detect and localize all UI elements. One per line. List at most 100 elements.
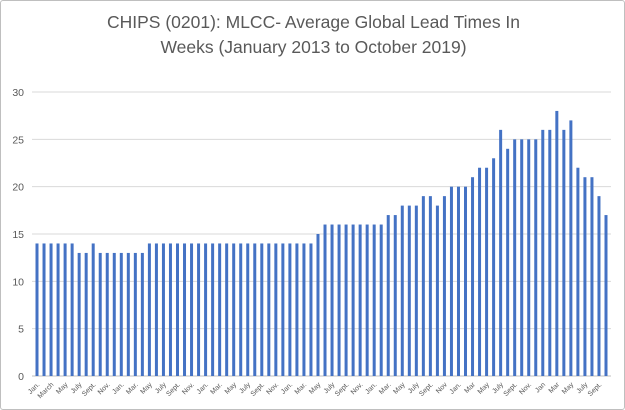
x-tick-label: March [37, 381, 56, 400]
bar [414, 205, 418, 376]
bar [70, 243, 74, 376]
bar [253, 243, 257, 376]
y-tick-label: 25 [12, 134, 24, 146]
bar [358, 224, 362, 376]
bar [464, 186, 468, 376]
bar [211, 243, 215, 376]
x-tick-label: Jan. [111, 381, 125, 395]
y-tick-label: 20 [12, 182, 24, 194]
bar [562, 129, 566, 376]
bar [386, 215, 390, 376]
x-tick-label: May [224, 381, 239, 396]
bar [232, 243, 236, 376]
bar [534, 139, 538, 376]
bar [471, 177, 475, 376]
y-tick-label: 0 [18, 371, 24, 383]
bar [161, 243, 165, 376]
x-tick-label: Nov. [518, 381, 533, 396]
bar [520, 139, 524, 376]
x-tick-label: Jan. [196, 381, 210, 395]
bar [154, 243, 158, 376]
x-tick-label: Sept. [418, 381, 435, 398]
bar [295, 243, 299, 376]
bar [274, 243, 278, 376]
bar [140, 252, 144, 376]
bar [260, 243, 264, 376]
bar [421, 196, 425, 376]
chart-title-line2: Weeks (January 2013 to October 2019) [160, 37, 467, 57]
bar [365, 224, 369, 376]
bar [379, 224, 383, 376]
bar [351, 224, 355, 376]
bar [190, 243, 194, 376]
bar [492, 158, 496, 376]
bar [344, 224, 348, 376]
bar [499, 129, 503, 376]
bar [77, 252, 81, 376]
bar [372, 224, 376, 376]
bar [541, 129, 545, 376]
x-tick-label: May [477, 381, 492, 396]
x-tick-label: May [55, 381, 70, 396]
bar [42, 243, 46, 376]
x-tick-label: Jan. [364, 381, 378, 395]
bar [393, 215, 397, 376]
y-tick-label: 10 [12, 276, 24, 288]
x-tick-label: Nov. [97, 381, 112, 396]
bar [35, 243, 39, 376]
bar [225, 243, 229, 376]
bar [183, 243, 187, 376]
x-tick-label: Sept. [81, 381, 98, 398]
bar [84, 252, 88, 376]
bar [485, 167, 489, 376]
bar [604, 215, 608, 376]
x-tick-label: Nov. [181, 381, 196, 396]
x-tick-label: May [561, 381, 576, 396]
bar [316, 234, 320, 376]
x-tick-label: Mar. [294, 381, 309, 396]
bar [407, 205, 411, 376]
y-tick-label: 15 [12, 229, 24, 241]
bar [147, 243, 151, 376]
bar [91, 243, 95, 376]
bar [583, 177, 587, 376]
x-tick-label: Nov [435, 381, 449, 395]
x-tick-label: Mar. [125, 381, 140, 396]
bar [197, 243, 201, 376]
x-tick-label: Nov. [265, 381, 280, 396]
bar [309, 243, 313, 376]
bar [126, 252, 130, 376]
bar [428, 196, 432, 376]
bar [569, 120, 573, 377]
bar [63, 243, 67, 376]
x-tick-label: Mar. [378, 381, 393, 396]
bar [239, 243, 243, 376]
bar [133, 252, 137, 376]
bar [302, 243, 306, 376]
bar [119, 252, 123, 376]
bar [435, 205, 439, 376]
x-tick-label: Jan. [280, 381, 294, 395]
bar [49, 243, 53, 376]
x-tick-label: Mar. [209, 381, 224, 396]
x-tick-label: Nov. [350, 381, 365, 396]
x-tick-label: Sept. [165, 381, 182, 398]
bar [246, 243, 250, 376]
bar [456, 186, 460, 376]
x-tick-label: May [392, 381, 407, 396]
bar [442, 196, 446, 376]
bar [597, 196, 601, 376]
bar [555, 110, 559, 376]
x-tick-label: Sept. [334, 381, 351, 398]
bar [400, 205, 404, 376]
bar [478, 167, 482, 376]
bar [112, 252, 116, 376]
x-tick-label: Jan. [449, 381, 463, 395]
bar [323, 224, 327, 376]
x-tick-label: Sept. [587, 381, 604, 398]
chart-title-line1: CHIPS (0201): MLCC- Average Global Lead … [106, 12, 521, 32]
bar [506, 148, 510, 376]
chart-title: CHIPS (0201): MLCC- Average Global Lead … [1, 10, 624, 60]
bar [330, 224, 334, 376]
